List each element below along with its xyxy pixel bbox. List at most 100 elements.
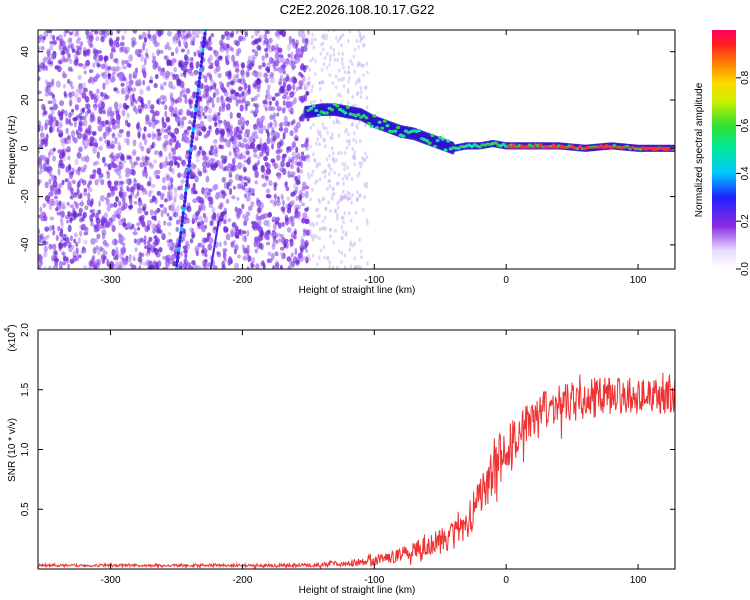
- heat-speck: [219, 39, 224, 46]
- heat-speck: [81, 107, 85, 113]
- heat-speck: [59, 100, 65, 107]
- heat-speck: [133, 227, 137, 232]
- heat-speck: [265, 140, 271, 145]
- heat-speck: [263, 213, 268, 219]
- heat-speck: [223, 219, 227, 224]
- heat-speck: [100, 101, 105, 109]
- heat-speck: [254, 236, 259, 243]
- heat-speck: [237, 134, 242, 140]
- heat-speck: [248, 255, 252, 262]
- heat-speck: [202, 111, 206, 117]
- heat-speck: [120, 236, 126, 242]
- heat-speck: [98, 200, 101, 207]
- heat-speck: [115, 118, 121, 125]
- heat-speck: [273, 67, 278, 72]
- heat-speck: [168, 194, 173, 201]
- heat-speck: [71, 244, 75, 250]
- heat-speck: [113, 201, 118, 208]
- heat-speck: [125, 46, 130, 53]
- heat-speck: [126, 63, 131, 68]
- heat-speck: [152, 121, 156, 129]
- heat-speck: [288, 60, 293, 66]
- heat-speck: [293, 182, 298, 190]
- heat-speck: [273, 162, 278, 169]
- heat-speck: [136, 191, 140, 197]
- heat-speck: [358, 120, 361, 125]
- heat-speck: [96, 151, 100, 159]
- heat-speck: [151, 223, 156, 230]
- heat-speck: [68, 31, 73, 36]
- heat-speck: [301, 202, 305, 207]
- heat-speck: [218, 130, 223, 135]
- heat-speck: [147, 99, 152, 106]
- heat-speck: [314, 59, 317, 64]
- heat-speck: [145, 54, 150, 59]
- heat-speck: [148, 176, 152, 183]
- heat-speck: [266, 136, 271, 145]
- heat-speck: [194, 123, 199, 131]
- streak-point: [197, 83, 201, 88]
- heat-speck: [61, 147, 67, 154]
- heat-speck: [365, 95, 369, 100]
- heat-speck: [117, 132, 123, 139]
- heat-speck: [330, 167, 333, 172]
- heat-speck: [40, 212, 45, 217]
- heat-speck: [74, 104, 80, 111]
- heat-speck: [48, 191, 54, 197]
- heat-speck: [337, 172, 341, 177]
- heat-speck: [291, 65, 295, 71]
- heat-speck: [168, 160, 174, 167]
- streak-point: [209, 220, 220, 269]
- heat-speck: [288, 35, 292, 42]
- heat-speck: [222, 42, 228, 51]
- heat-speck: [204, 253, 208, 258]
- heat-speck: [74, 32, 80, 37]
- heat-speck: [74, 49, 80, 56]
- heat-speck: [89, 129, 93, 134]
- heat-speck: [133, 177, 137, 182]
- heat-speck: [229, 80, 235, 86]
- heat-speck: [78, 85, 82, 90]
- heat-speck: [138, 215, 143, 222]
- heat-speck: [156, 99, 160, 105]
- heat-speck: [271, 126, 275, 134]
- heat-speck: [181, 172, 187, 179]
- heat-speck: [158, 246, 163, 253]
- heat-speck: [218, 55, 223, 60]
- streak-point: [178, 238, 182, 244]
- heat-speck: [287, 219, 293, 224]
- ridge-peak: [361, 114, 366, 118]
- heat-speck: [238, 35, 242, 42]
- heat-speck: [147, 33, 151, 40]
- heat-speck: [229, 126, 233, 132]
- heat-speck: [364, 85, 367, 90]
- heat-speck: [122, 242, 126, 248]
- heat-speck: [47, 195, 51, 200]
- heat-speck: [282, 132, 286, 140]
- x-tick-label: -300: [101, 275, 121, 286]
- heat-speck: [105, 221, 111, 229]
- heat-speck: [111, 225, 116, 233]
- heat-speck: [164, 44, 168, 50]
- heat-speck: [82, 133, 86, 141]
- heat-speck: [223, 207, 228, 214]
- heat-speck: [276, 154, 281, 161]
- heat-speck: [365, 184, 369, 189]
- heat-speck: [145, 48, 149, 56]
- heat-speck: [92, 47, 97, 55]
- heat-speck: [308, 67, 311, 72]
- heat-speck: [81, 179, 87, 186]
- heat-speck: [95, 36, 100, 42]
- heat-speck: [180, 159, 184, 165]
- heat-speck: [297, 30, 302, 38]
- heat-speck: [321, 80, 325, 85]
- heat-speck: [159, 203, 164, 208]
- heat-speck: [86, 183, 91, 189]
- heat-speck: [311, 32, 314, 37]
- heat-speck: [290, 107, 294, 115]
- heat-speck: [128, 254, 132, 260]
- heat-speck: [119, 191, 125, 199]
- heat-speck: [159, 70, 165, 76]
- heat-speck: [124, 94, 128, 102]
- heat-speck: [140, 101, 145, 108]
